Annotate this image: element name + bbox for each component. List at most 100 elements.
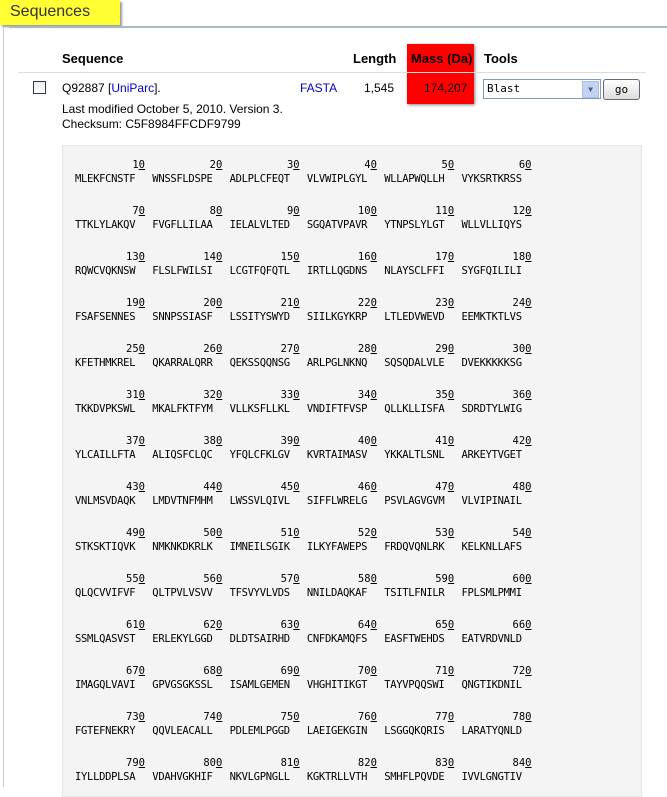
- sequence-position: 250: [126, 343, 145, 355]
- sequence-position: 220: [357, 297, 377, 309]
- sequence-position: 590: [435, 573, 455, 585]
- sequence-block: PSVLAGVGVM: [384, 495, 445, 507]
- sequence-block: NLAYSCLFFI: [384, 265, 445, 277]
- sequence-position: 380: [203, 435, 223, 447]
- sequence-position: 800: [203, 757, 223, 769]
- sequence-position: 730: [126, 711, 145, 723]
- sequence-block: PDLEMLPGGD: [229, 725, 291, 737]
- sequence-position: 450: [280, 481, 300, 493]
- mass-column-highlight: [407, 44, 474, 104]
- go-button[interactable]: go: [603, 79, 640, 100]
- sequence-block: TTKLYLAKQV: [75, 219, 136, 231]
- sequence-block: RQWCVQKNSW: [75, 265, 136, 277]
- sequence-position: 210: [280, 297, 300, 309]
- sequence-position: 30: [286, 159, 300, 171]
- sequence-block: IMNEILSGIK: [229, 541, 291, 553]
- sequence-block: EASFTWEHDS: [384, 633, 445, 645]
- uniparc-link[interactable]: UniParc: [111, 81, 155, 95]
- sequence-block: ADLPLCFEQT: [229, 173, 291, 185]
- sequence-position: 510: [280, 527, 300, 539]
- sequence-block: KVRTAIMASV: [306, 449, 368, 461]
- section-divider: [9, 26, 667, 28]
- sequence-display: 10 MLEKFCNSTF 20 WNSSFLDSPE 30 ADLPLCFEQT 40 VL…: [62, 145, 642, 797]
- checksum: Checksum: C5F8984FFCDF9799: [62, 117, 241, 131]
- sequence-block: VDAHVGKHIF: [152, 771, 213, 783]
- sequence-position: 720: [512, 665, 532, 677]
- sequence-block: SSMLQASVST: [75, 633, 136, 645]
- sequence-block: IRTLLQGDNS: [306, 265, 368, 277]
- sequence-block: LTLEDVWEVD: [384, 311, 445, 323]
- sequence-position: 260: [203, 343, 223, 355]
- select-sequence-checkbox[interactable]: [33, 81, 46, 94]
- sequence-position: 10: [132, 159, 145, 171]
- sequence-position: 170: [435, 251, 455, 263]
- sequence-position: 840: [512, 757, 532, 769]
- sequence-block: VLVIPINAIL: [461, 495, 523, 507]
- sequence-block: KELKNLLAFS: [461, 541, 523, 553]
- sequence-position: 460: [357, 481, 377, 493]
- sequence-block: ISAMLGEMEN: [229, 679, 291, 691]
- fasta-link[interactable]: FASTA: [300, 81, 338, 95]
- sequence-block: QLTPVLVSVV: [152, 587, 213, 599]
- accession: Q92887: [62, 81, 105, 95]
- sequence-block: VNLMSVDAQK: [75, 495, 136, 507]
- sequence-block: YFQLCFKLGV: [229, 449, 291, 461]
- sequence-block: LSSITYSWYD: [229, 311, 291, 323]
- sequence-block: WLLAPWQLLH: [384, 173, 445, 185]
- sequence-block: FSAFSENNES: [75, 311, 136, 323]
- sequence-position: 600: [512, 573, 532, 585]
- sequence-block: QKARRALQRR: [152, 357, 213, 369]
- sequence-position: 560: [203, 573, 223, 585]
- sequence-block: STKSKTIQVK: [75, 541, 136, 553]
- sequence-block: MLEKFCNSTF: [75, 173, 136, 185]
- sequence-position: 340: [357, 389, 377, 401]
- sequence-block: IELALVLTED: [229, 219, 291, 231]
- sequence-position: 300: [512, 343, 532, 355]
- sequence-block: QNGTIKDNIL: [461, 679, 523, 691]
- sequence-block: NNILDAQKAF: [306, 587, 368, 599]
- sequence-position: 770: [435, 711, 455, 723]
- sequence-block: SMHFLPQVDE: [384, 771, 445, 783]
- bracket-close: ].: [154, 81, 161, 95]
- sequence-position: 140: [203, 251, 223, 263]
- sequence-block: KGKTRLLVTH: [306, 771, 368, 783]
- sequence-block: QLQCVVIFVF: [75, 587, 136, 599]
- sequence-position: 370: [126, 435, 145, 447]
- sequence-position: 190: [126, 297, 145, 309]
- sequence-position: 810: [280, 757, 300, 769]
- sequence-position: 400: [357, 435, 377, 447]
- sequence-position: 490: [126, 527, 145, 539]
- sequence-block: FRDQVQNLRK: [384, 541, 445, 553]
- sequence-position: 610: [126, 619, 145, 631]
- sequence-block: SYGFQILILI: [461, 265, 523, 277]
- sequence-position: 150: [280, 251, 300, 263]
- sequence-block: GPVGSGKSSL: [152, 679, 213, 691]
- sequence-length: 1,545: [364, 81, 395, 95]
- sequence-position: 40: [364, 159, 377, 171]
- tools-select[interactable]: Blast ▼: [483, 79, 601, 99]
- sequence-position: 570: [280, 573, 300, 585]
- sequence-block: MKALFKTFYM: [152, 403, 213, 415]
- sequence-block: QEKSSQQNSG: [229, 357, 291, 369]
- sequence-block: VLVWIPLGYL: [306, 173, 368, 185]
- sequence-position: 830: [435, 757, 455, 769]
- sequence-block: DVEKKKKKSG: [461, 357, 523, 369]
- sequence-block: VNDIFTFVSP: [306, 403, 368, 415]
- header-sequence: Sequence: [62, 51, 124, 66]
- sequence-block: SIFFLWRELG: [306, 495, 368, 507]
- sequence-position: 700: [357, 665, 377, 677]
- sequence-position: 280: [357, 343, 377, 355]
- header-divider-right: [506, 72, 646, 73]
- bracket-open: [: [108, 81, 112, 95]
- sequence-position: 710: [435, 665, 455, 677]
- chevron-down-icon[interactable]: ▼: [582, 81, 599, 98]
- sequence-block: SIILKGYKRP: [306, 311, 368, 323]
- header-length: Length: [353, 51, 397, 66]
- header-divider: [18, 72, 506, 73]
- sequence-block: IYLLDDPLSA: [75, 771, 136, 783]
- sequence-position: 430: [126, 481, 145, 493]
- sequence-block: LMDVTNFMHM: [152, 495, 213, 507]
- sequence-position: 130: [126, 251, 145, 263]
- sequence-block: FGTEFNEKRY: [75, 725, 136, 737]
- sequence-block: SQSQDALVLE: [384, 357, 445, 369]
